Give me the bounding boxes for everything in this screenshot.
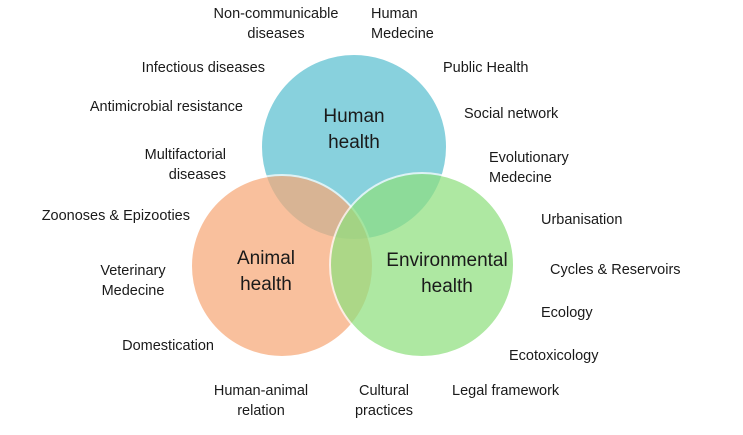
label-ecotoxicology: Ecotoxicology (509, 348, 599, 364)
label-ecology: Ecology (541, 305, 593, 321)
label-urbanisation: Urbanisation (541, 212, 623, 228)
human-health-title: Human health (323, 106, 385, 153)
label-cycles-reservoirs: Cycles & Reservoirs (550, 262, 681, 278)
label-veterinary-medecine: Veterinary Medecine (100, 263, 166, 299)
label-social-network: Social network (464, 106, 559, 122)
label-infectious-diseases: Infectious diseases (141, 60, 265, 76)
label-domestication: Domestication (122, 338, 214, 354)
label-public-health: Public Health (443, 60, 529, 76)
environmental-health-circle (329, 172, 515, 358)
label-legal-framework: Legal framework (452, 383, 560, 399)
label-cultural-practices: Cultural practices (354, 383, 414, 419)
label-evolutionary-medecine: Evolutionary Medecine (489, 150, 569, 186)
label-antimicrobial-resistance: Antimicrobial resistance (89, 99, 243, 115)
label-non-communicable-diseases: Non-communicable diseases (213, 6, 339, 42)
label-human-medecine: Human Medecine (371, 6, 434, 42)
label-multifactorial-diseases: Multifactorial diseases (144, 147, 226, 183)
label-zoonoses-epizooties: Zoonoses & Epizooties (41, 208, 190, 224)
animal-health-title: Animal health (236, 248, 296, 295)
environmental-health-title: Environmental health (386, 250, 508, 297)
label-human-animal-relation: Human-animal relation (213, 383, 309, 419)
